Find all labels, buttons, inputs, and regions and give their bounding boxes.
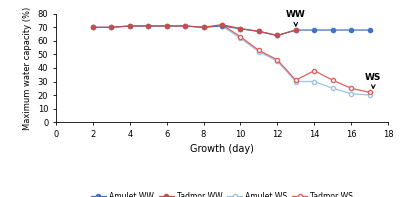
Tadmor WW — [146, 25, 151, 27]
Tadmor WS — [256, 49, 261, 52]
Line: Amulet WW: Amulet WW — [91, 24, 372, 38]
Line: Tadmor WS: Tadmor WS — [220, 22, 372, 94]
Amulet WW — [201, 26, 206, 29]
Amulet WW — [330, 29, 335, 31]
Tadmor WW — [238, 28, 243, 30]
Tadmor WW — [293, 29, 298, 31]
Tadmor WW — [109, 26, 114, 29]
Amulet WS — [256, 50, 261, 53]
Amulet WW — [349, 29, 354, 31]
Text: WS: WS — [365, 72, 382, 88]
Legend: Amulet WW, Tadmor WW, Amulet WS, Tadmor WS: Amulet WW, Tadmor WW, Amulet WS, Tadmor … — [88, 189, 356, 197]
Tadmor WS — [238, 36, 243, 38]
Amulet WS — [220, 25, 224, 27]
Tadmor WW — [201, 26, 206, 29]
Amulet WW — [183, 25, 188, 27]
Tadmor WS — [293, 79, 298, 81]
Line: Tadmor WW: Tadmor WW — [91, 22, 298, 38]
Tadmor WW — [256, 30, 261, 33]
Tadmor WS — [220, 23, 224, 26]
Tadmor WW — [90, 26, 95, 29]
Text: WW: WW — [286, 10, 306, 26]
Amulet WS — [312, 80, 317, 83]
Amulet WW — [127, 25, 132, 27]
Amulet WW — [312, 29, 317, 31]
Amulet WW — [238, 28, 243, 30]
Amulet WW — [367, 29, 372, 31]
Line: Amulet WS: Amulet WS — [220, 24, 372, 97]
Tadmor WW — [275, 34, 280, 37]
Amulet WS — [330, 87, 335, 89]
Amulet WS — [238, 37, 243, 39]
Amulet WW — [164, 25, 169, 27]
Amulet WW — [275, 34, 280, 37]
Tadmor WS — [330, 79, 335, 81]
Amulet WS — [349, 93, 354, 95]
Amulet WW — [220, 25, 224, 27]
Tadmor WW — [220, 23, 224, 26]
Tadmor WW — [183, 25, 188, 27]
Tadmor WW — [164, 25, 169, 27]
Tadmor WS — [312, 70, 317, 72]
Amulet WS — [275, 60, 280, 62]
X-axis label: Growth (day): Growth (day) — [190, 144, 254, 154]
Amulet WW — [293, 29, 298, 31]
Tadmor WS — [367, 91, 372, 94]
Y-axis label: Maximum water capacity (%): Maximum water capacity (%) — [23, 6, 32, 130]
Amulet WW — [109, 26, 114, 29]
Amulet WS — [293, 80, 298, 83]
Tadmor WS — [275, 59, 280, 61]
Amulet WS — [367, 94, 372, 96]
Amulet WW — [146, 25, 151, 27]
Amulet WW — [256, 30, 261, 33]
Tadmor WS — [349, 87, 354, 89]
Amulet WW — [90, 26, 95, 29]
Tadmor WW — [127, 25, 132, 27]
